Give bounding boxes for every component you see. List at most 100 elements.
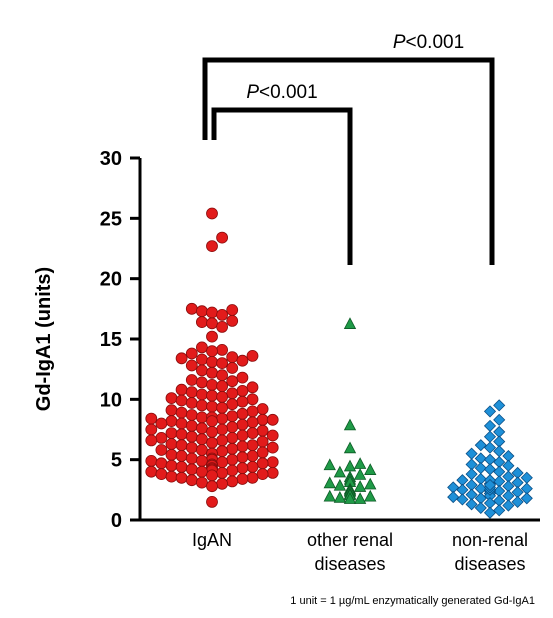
significance-bracket — [202, 57, 495, 265]
data-point — [246, 349, 259, 362]
data-point — [206, 207, 218, 220]
data-point — [216, 369, 229, 382]
data-point — [226, 442, 239, 455]
data-point — [216, 390, 229, 403]
data-point — [165, 404, 178, 417]
data-point — [343, 441, 357, 454]
data-point — [195, 305, 208, 318]
data-point — [236, 371, 249, 384]
data-point — [447, 491, 460, 504]
data-point — [493, 399, 506, 412]
data-point — [323, 489, 336, 502]
data-point — [353, 468, 367, 480]
y-axis-label: Gd-IgA1 (units) — [33, 267, 55, 411]
data-point — [246, 393, 259, 406]
data-point — [195, 444, 208, 456]
data-point — [206, 389, 218, 402]
data-point — [266, 466, 279, 479]
data-point — [195, 364, 208, 377]
data-point — [216, 434, 229, 447]
data-point — [236, 440, 249, 453]
data-point — [195, 353, 208, 366]
y-tick-label: 25 — [100, 208, 122, 230]
data-point — [165, 427, 178, 440]
data-point — [216, 343, 229, 356]
data-point — [216, 380, 229, 393]
data-point — [175, 383, 188, 396]
data-point — [185, 302, 198, 315]
data-point — [256, 468, 269, 481]
data-point — [246, 471, 259, 484]
data-point — [155, 468, 168, 481]
data-point — [175, 450, 188, 462]
y-tick-label: 5 — [111, 450, 122, 472]
data-point — [226, 410, 239, 423]
data-point — [353, 480, 367, 492]
data-point — [474, 439, 487, 452]
data-point — [206, 495, 218, 508]
data-point — [226, 351, 239, 364]
data-point — [206, 469, 218, 482]
data-point — [185, 419, 198, 432]
data-point — [246, 450, 259, 462]
data-point — [165, 448, 178, 461]
p-value-label: P<0.001 — [393, 32, 464, 53]
y-tick-label: 15 — [100, 329, 122, 351]
data-point — [256, 457, 269, 470]
data-point — [256, 446, 269, 459]
data-point — [483, 419, 497, 432]
data-point — [206, 415, 218, 428]
data-point — [256, 413, 269, 426]
data-point — [246, 381, 259, 394]
data-point — [502, 499, 515, 512]
data-point — [226, 464, 239, 477]
data-point — [236, 395, 249, 408]
data-point — [226, 304, 239, 316]
data-point — [353, 457, 367, 469]
data-point — [323, 476, 336, 489]
y-tick-label: 20 — [100, 269, 122, 291]
data-point — [185, 430, 198, 443]
data-point — [145, 412, 158, 425]
data-point — [236, 451, 249, 464]
data-point — [155, 444, 168, 456]
data-point — [145, 465, 158, 478]
data-point — [333, 490, 347, 503]
data-point — [175, 406, 188, 419]
data-point — [165, 470, 178, 483]
data-point — [195, 422, 208, 435]
y-tick-label: 30 — [100, 148, 122, 170]
data-point — [185, 452, 198, 465]
x-category-label: IgAN — [192, 530, 232, 550]
data-point — [465, 498, 478, 511]
data-point — [364, 477, 377, 490]
axes: 0 5 10 15 20 25 30 IgAN other renal diseases non-r… — [100, 148, 540, 574]
data-point — [155, 417, 168, 430]
data-point — [206, 436, 218, 449]
data-point — [195, 476, 208, 489]
data-point — [483, 506, 497, 519]
data-point — [343, 317, 357, 329]
data-point — [175, 439, 188, 452]
data-point — [236, 418, 249, 431]
data-point — [216, 423, 229, 436]
data-point — [246, 427, 259, 440]
data-point — [195, 399, 208, 412]
data-point — [493, 504, 506, 517]
data-point — [216, 466, 229, 479]
data-point — [364, 463, 377, 475]
data-point — [493, 413, 506, 426]
data-point — [145, 454, 158, 467]
data-point — [226, 398, 239, 411]
data-point — [206, 317, 218, 330]
y-tick-label: 0 — [111, 510, 122, 532]
data-point — [165, 392, 178, 405]
data-point — [175, 428, 188, 441]
data-point — [343, 418, 357, 431]
data-point — [206, 345, 218, 358]
data-point — [185, 386, 198, 399]
data-point — [483, 463, 497, 476]
data-point — [206, 306, 218, 319]
data-point — [483, 478, 497, 492]
